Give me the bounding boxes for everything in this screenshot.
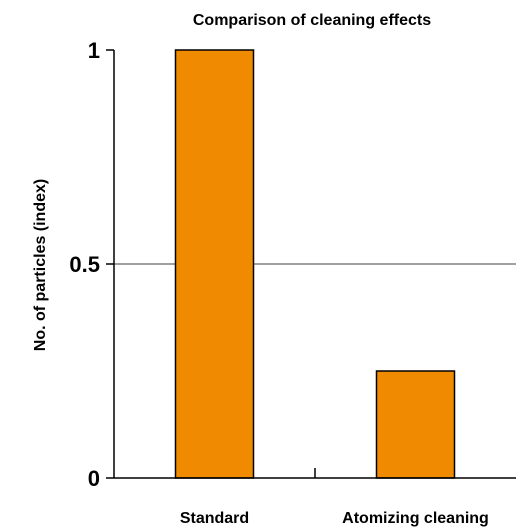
x-tick-label-1: Atomizing cleaning <box>342 510 489 527</box>
y-axis-label: No. of particles (index) <box>32 179 49 351</box>
y-tick-label-2: 1 <box>88 38 100 63</box>
bar-standard <box>174 49 255 479</box>
plot-area: Standard Atomizing cleaning 0 0.5 1 <box>69 38 516 527</box>
bar-atomizing-cleaning <box>375 370 456 479</box>
chart-title: Comparison of cleaning effects <box>193 12 431 29</box>
y-tick-label-0: 0 <box>88 466 100 491</box>
x-tick-label-0: Standard <box>180 510 249 527</box>
y-tick-label-1: 0.5 <box>69 252 100 277</box>
